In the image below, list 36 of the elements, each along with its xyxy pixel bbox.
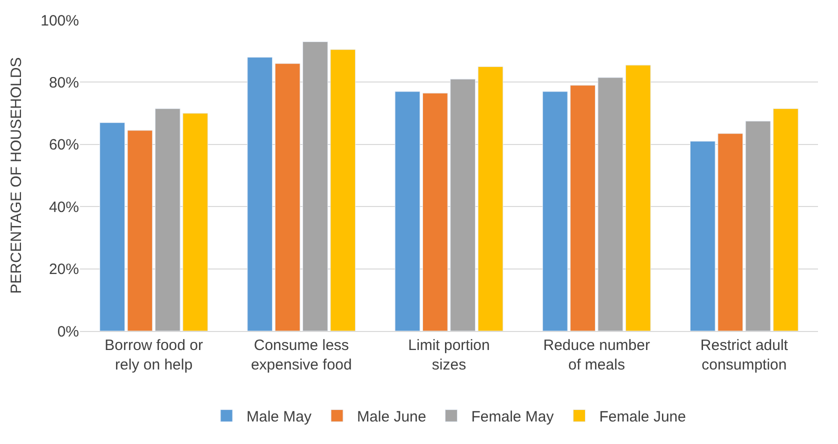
bar [182, 113, 208, 331]
bar [154, 108, 180, 331]
x-tick-label: Reduce number of meals [543, 337, 650, 374]
bar [478, 66, 504, 331]
bar [450, 78, 476, 331]
x-tick-label: Borrow food or rely on help [104, 337, 203, 374]
y-tick-label: 0% [57, 323, 79, 340]
bar [598, 77, 624, 331]
bar [745, 120, 771, 331]
bar [274, 63, 300, 331]
legend-label: Female June [599, 408, 686, 426]
bar [690, 141, 716, 331]
legend-label: Male May [246, 408, 312, 426]
bar [422, 92, 448, 331]
bar [625, 64, 651, 331]
y-tick-label: 100% [40, 12, 79, 30]
x-tick-label: Limit portion sizes [408, 337, 490, 374]
legend-label: Female May [471, 408, 554, 426]
bar [570, 85, 596, 331]
legend-label: Male June [357, 408, 426, 426]
y-tick-label: 60% [48, 136, 79, 154]
y-axis-title: PERCENTAGE OF HOUSEHOLDS [8, 57, 25, 294]
x-tick-label: Restrict adult consumption [700, 337, 789, 374]
y-tick-label: 80% [48, 74, 79, 92]
bar [542, 91, 568, 331]
bar [247, 57, 273, 331]
x-tick-label: Consume less expensive food [250, 337, 352, 374]
bar [773, 108, 798, 331]
bar [302, 42, 328, 331]
bar [394, 91, 420, 331]
bar [330, 49, 356, 331]
bar [100, 122, 125, 331]
y-tick-label: 20% [48, 261, 79, 278]
bar [127, 130, 153, 331]
bar [718, 133, 744, 331]
y-tick-label: 40% [48, 198, 79, 216]
